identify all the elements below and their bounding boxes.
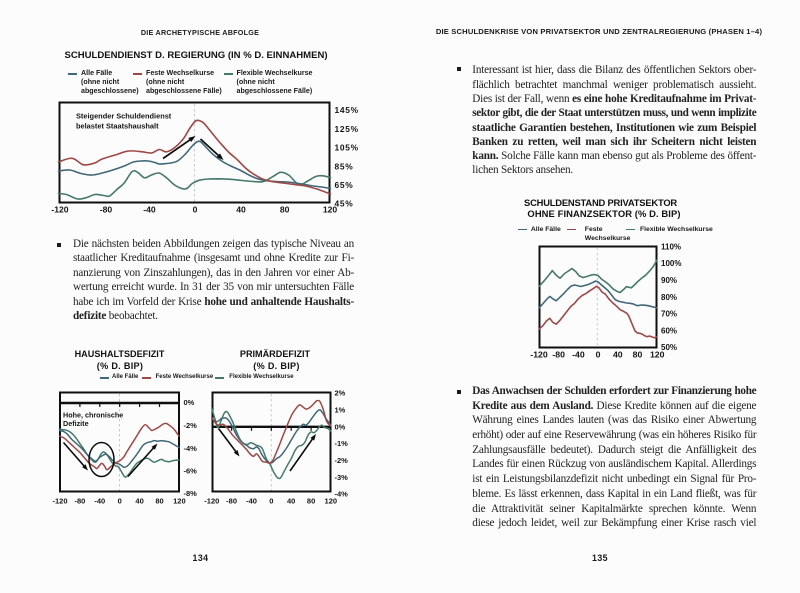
svg-text:145%: 145% xyxy=(335,105,359,115)
svg-text:0%: 0% xyxy=(184,398,195,407)
svg-text:110%: 110% xyxy=(661,242,681,251)
svg-text:45%: 45% xyxy=(335,199,354,209)
svg-text:-80: -80 xyxy=(226,497,237,506)
svg-text:120: 120 xyxy=(650,350,665,360)
svg-text:65%: 65% xyxy=(335,180,354,190)
svg-text:-80: -80 xyxy=(100,204,113,214)
svg-text:-2%: -2% xyxy=(335,456,349,465)
svg-text:0: 0 xyxy=(596,350,601,360)
svg-text:40: 40 xyxy=(236,204,246,214)
svg-text:1%: 1% xyxy=(335,406,346,415)
svg-text:-6%: -6% xyxy=(184,466,198,475)
svg-text:Hohe, chronische: Hohe, chronische xyxy=(63,411,123,420)
svg-text:0: 0 xyxy=(269,497,273,506)
svg-text:-2%: -2% xyxy=(184,421,198,430)
svg-text:-80: -80 xyxy=(552,350,565,360)
svg-text:50%: 50% xyxy=(661,343,677,352)
svg-text:40: 40 xyxy=(135,497,143,506)
svg-text:70%: 70% xyxy=(661,310,677,319)
svg-text:-80: -80 xyxy=(74,497,85,506)
svg-text:125%: 125% xyxy=(335,124,359,134)
svg-text:Steigender Schuldendienst: Steigender Schuldendienst xyxy=(76,112,172,121)
svg-text:80: 80 xyxy=(155,497,163,506)
svg-text:-4%: -4% xyxy=(184,444,198,453)
svg-text:120: 120 xyxy=(325,497,338,506)
svg-text:80%: 80% xyxy=(661,293,677,302)
svg-text:0%: 0% xyxy=(335,422,346,431)
svg-text:-40: -40 xyxy=(94,497,105,506)
svg-text:Defizite: Defizite xyxy=(63,419,89,428)
svg-text:-120: -120 xyxy=(51,204,68,214)
svg-text:40: 40 xyxy=(613,350,623,360)
svg-text:90%: 90% xyxy=(661,276,677,285)
svg-text:belastet Staatshaushalt: belastet Staatshaushalt xyxy=(76,121,159,130)
svg-text:80: 80 xyxy=(280,204,290,214)
svg-text:105%: 105% xyxy=(335,143,359,153)
svg-text:-3%: -3% xyxy=(335,473,349,482)
svg-text:120: 120 xyxy=(323,204,338,214)
svg-text:85%: 85% xyxy=(335,161,354,171)
svg-text:80: 80 xyxy=(307,497,315,506)
svg-text:-120: -120 xyxy=(52,497,67,506)
svg-text:-120: -120 xyxy=(530,350,548,360)
svg-text:-1%: -1% xyxy=(335,439,349,448)
svg-text:-120: -120 xyxy=(204,497,219,506)
svg-text:100%: 100% xyxy=(661,259,681,268)
svg-text:0: 0 xyxy=(118,497,122,506)
svg-text:2%: 2% xyxy=(335,389,346,398)
svg-text:-8%: -8% xyxy=(184,489,198,498)
svg-text:-40: -40 xyxy=(572,350,585,360)
svg-text:-40: -40 xyxy=(246,497,257,506)
svg-text:40: 40 xyxy=(287,497,295,506)
svg-text:-40: -40 xyxy=(143,204,156,214)
svg-text:120: 120 xyxy=(173,497,186,506)
svg-text:80: 80 xyxy=(633,350,643,360)
svg-text:0: 0 xyxy=(193,204,198,214)
svg-text:60%: 60% xyxy=(661,326,677,335)
svg-text:-4%: -4% xyxy=(335,490,349,499)
